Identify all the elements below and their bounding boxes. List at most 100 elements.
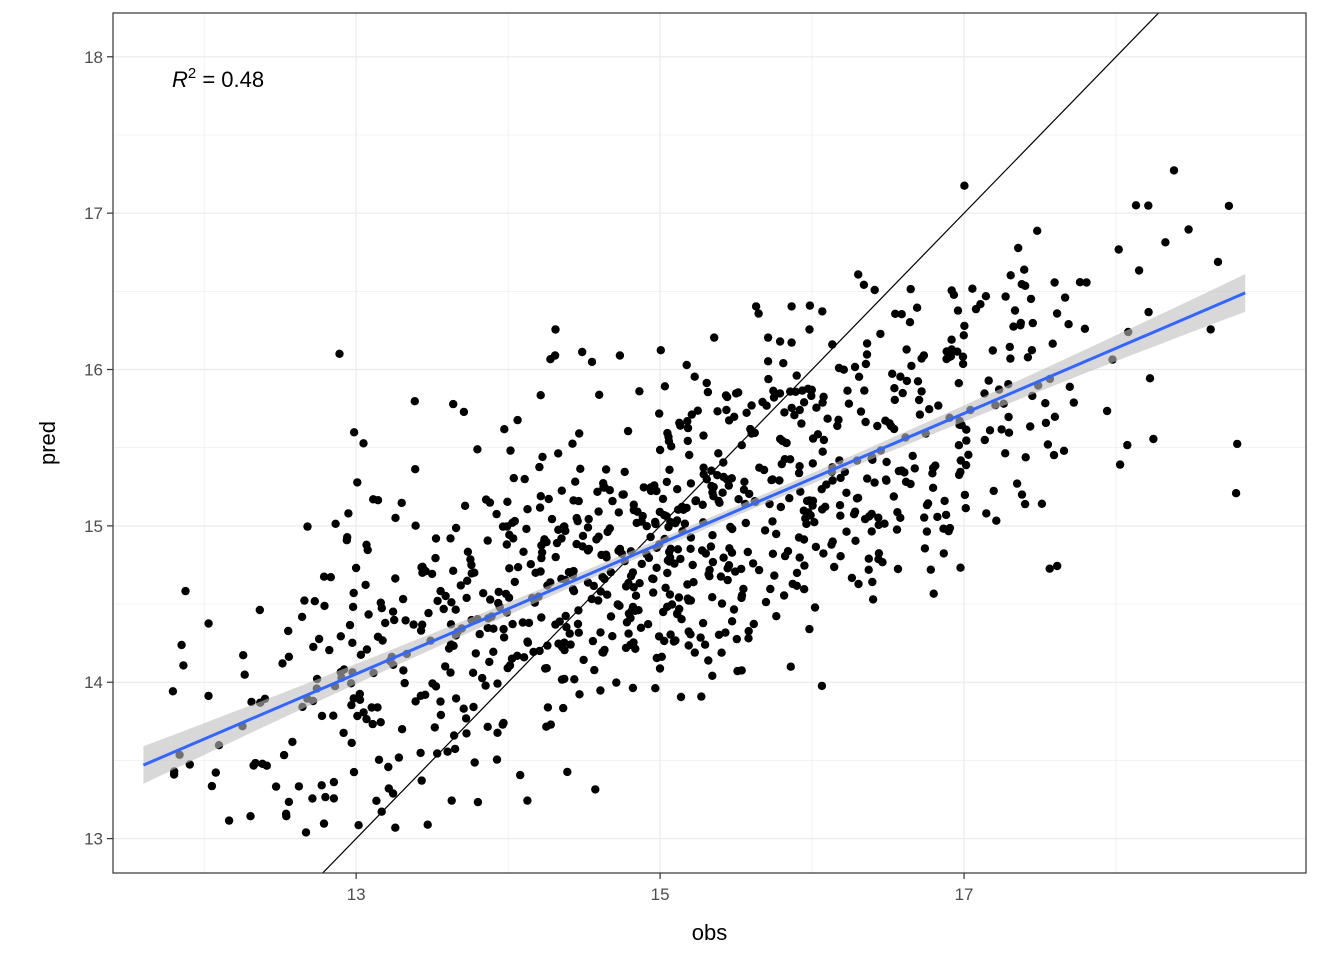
data-point: [1059, 446, 1069, 455]
data-point: [473, 445, 482, 454]
y-tick-label: 18: [84, 48, 103, 67]
data-point: [807, 391, 816, 401]
data-point: [596, 686, 605, 695]
data-point: [722, 405, 731, 415]
data-point: [700, 640, 710, 649]
data-point: [917, 387, 926, 396]
data-point: [655, 445, 665, 455]
y-axis-ticks: 13 14 15 16 17 18: [84, 48, 113, 849]
data-point: [410, 397, 419, 406]
data-point: [179, 661, 188, 670]
data-point: [768, 517, 777, 526]
data-point: [961, 460, 971, 470]
data-point: [388, 607, 398, 616]
r2-symbol: R: [172, 67, 188, 92]
data-point: [433, 749, 442, 758]
data-point: [751, 302, 761, 311]
data-point: [579, 655, 588, 665]
data-point: [446, 534, 455, 543]
data-point: [503, 497, 512, 506]
identity-line: [321, 13, 1160, 873]
data-point: [331, 519, 340, 528]
data-point: [850, 362, 860, 372]
data-point: [1021, 453, 1030, 462]
data-point: [776, 502, 785, 512]
data-point: [536, 492, 545, 501]
data-point: [1060, 293, 1070, 302]
data-point: [636, 623, 646, 632]
data-point: [590, 665, 599, 675]
data-point: [181, 586, 190, 596]
data-point: [862, 350, 872, 359]
data-point: [1080, 324, 1090, 333]
data-point: [628, 683, 638, 693]
data-point: [441, 591, 450, 601]
data-point: [433, 596, 442, 606]
data-point: [890, 395, 899, 405]
data-point: [390, 615, 399, 625]
data-point: [1082, 278, 1091, 287]
data-point: [565, 629, 574, 638]
data-point: [1184, 225, 1193, 234]
data-point: [708, 557, 718, 567]
data-point: [864, 554, 873, 563]
data-point: [537, 541, 546, 550]
data-point: [623, 426, 633, 436]
data-point: [284, 626, 293, 636]
data-point: [473, 797, 483, 807]
data-point: [889, 492, 898, 501]
data-point: [740, 477, 749, 486]
data-point: [947, 335, 956, 344]
data-point: [682, 360, 691, 370]
data-point: [737, 593, 746, 603]
data-point: [423, 820, 432, 829]
data-point: [737, 666, 746, 675]
y-tick-label: 17: [84, 204, 103, 223]
data-point: [717, 599, 727, 608]
data-point: [603, 590, 612, 599]
data-point: [799, 398, 809, 407]
data-point: [854, 372, 864, 381]
data-point: [662, 477, 671, 487]
data-point: [1041, 399, 1050, 408]
data-point: [368, 719, 377, 729]
data-point: [391, 513, 400, 523]
data-point: [779, 359, 788, 368]
data-point: [726, 522, 735, 532]
data-point: [685, 450, 694, 460]
data-point: [717, 648, 726, 657]
data-point: [354, 821, 363, 830]
data-point: [790, 411, 799, 420]
data-point: [671, 519, 680, 528]
data-point: [939, 549, 948, 558]
data-point: [583, 546, 593, 555]
data-point: [960, 490, 970, 500]
data-point: [522, 524, 531, 534]
data-point: [675, 604, 684, 614]
data-point: [718, 488, 727, 497]
data-point: [1017, 490, 1027, 499]
data-point: [411, 697, 420, 706]
data-point: [677, 615, 686, 624]
data-point: [1014, 243, 1023, 253]
data-point: [719, 553, 728, 562]
data-point: [721, 391, 731, 400]
data-point: [822, 480, 831, 489]
data-point: [524, 618, 534, 628]
data-point: [559, 703, 568, 713]
data-point: [984, 376, 993, 385]
data-point: [764, 374, 773, 384]
data-point: [926, 565, 935, 574]
data-point: [724, 481, 733, 490]
data-point: [557, 642, 567, 652]
data-point: [870, 478, 879, 487]
data-point: [690, 372, 699, 381]
data-point: [348, 638, 357, 647]
data-point: [271, 782, 281, 791]
data-point: [336, 632, 345, 641]
data-point: [637, 559, 646, 569]
data-point: [538, 452, 547, 462]
data-point: [989, 486, 998, 496]
data-point: [689, 578, 698, 587]
